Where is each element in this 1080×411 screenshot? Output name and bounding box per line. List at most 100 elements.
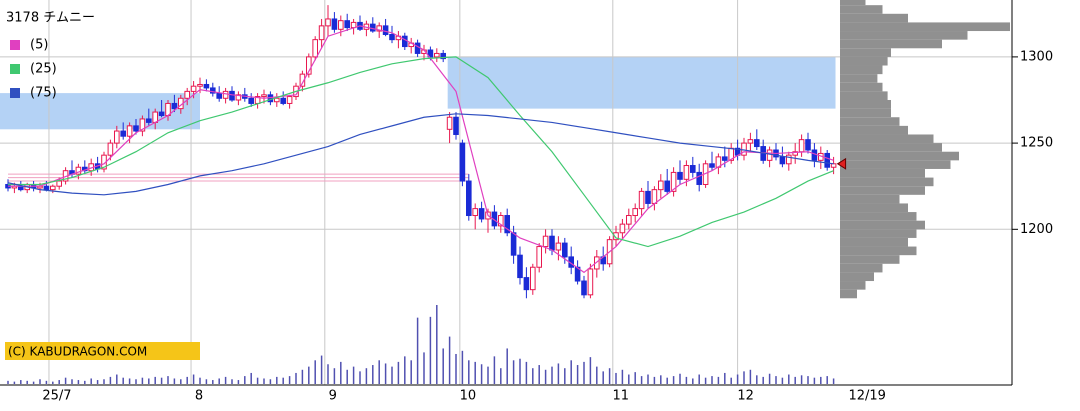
- profile-bar: [840, 65, 883, 75]
- profile-bar: [840, 82, 883, 92]
- profile-bar: [840, 31, 968, 40]
- y-tick-label: 1300: [1020, 49, 1053, 64]
- candle-body: [414, 42, 421, 54]
- profile-bar: [840, 0, 866, 6]
- candle-body: [587, 268, 594, 296]
- profile-bar: [840, 168, 925, 178]
- candle-body: [690, 165, 696, 173]
- profile-bar: [840, 177, 934, 187]
- candle-body: [549, 235, 555, 251]
- candle-body: [402, 35, 408, 48]
- profile-bar: [840, 272, 874, 282]
- candle-body: [670, 171, 677, 192]
- candle-body: [536, 246, 543, 268]
- candle-body: [126, 125, 133, 137]
- candle-body: [331, 18, 338, 30]
- candle-body: [766, 149, 773, 161]
- profile-bar: [840, 125, 908, 135]
- candle-body: [306, 56, 312, 75]
- profile-bar: [840, 117, 900, 126]
- x-tick-label: 12: [737, 389, 754, 404]
- candle-body: [248, 97, 254, 104]
- profile-bar: [840, 100, 891, 109]
- candle-body: [280, 97, 286, 104]
- candle-body: [677, 171, 683, 180]
- candle-body: [229, 90, 235, 101]
- candle-body: [222, 90, 229, 99]
- legend-label: (5): [30, 38, 48, 53]
- candle-body: [562, 242, 568, 258]
- profile-bar: [840, 289, 857, 299]
- candle-body: [370, 23, 376, 32]
- x-tick-label: 10: [460, 389, 477, 404]
- candle-body: [542, 235, 549, 248]
- y-tick-label: 1250: [1020, 136, 1053, 151]
- profile-bar: [840, 160, 951, 169]
- candle-body: [120, 130, 127, 137]
- profile-bar: [840, 194, 900, 204]
- profile-bar: [840, 186, 925, 195]
- candle-body: [114, 130, 120, 144]
- candle-body: [626, 215, 632, 225]
- profile-bar: [840, 5, 883, 14]
- candle-body: [555, 242, 562, 251]
- profile-bar: [840, 255, 900, 264]
- candle-body: [786, 154, 792, 165]
- candle-body: [434, 52, 440, 58]
- candle-body: [510, 232, 517, 256]
- watermark: (C) KABUDRAGON.COM: [8, 345, 147, 359]
- candle-body: [619, 223, 626, 234]
- candle-body: [581, 280, 587, 296]
- candle-body: [754, 139, 760, 148]
- candle-body: [43, 185, 50, 191]
- candle-body: [632, 208, 639, 217]
- candle-body: [382, 25, 389, 35]
- candle-body: [440, 52, 446, 60]
- watermark-bg: [5, 342, 200, 360]
- candle-body: [683, 165, 690, 180]
- candle-body: [498, 215, 504, 227]
- legend-label: (25): [30, 62, 57, 77]
- candle-body: [523, 277, 530, 291]
- profile-bar: [840, 39, 942, 49]
- candle-body: [344, 20, 350, 29]
- last-price-marker: [836, 157, 847, 170]
- candle-body: [133, 125, 139, 132]
- candle-body: [594, 256, 600, 270]
- candle-body: [811, 149, 818, 161]
- candle-body: [210, 87, 216, 94]
- candle-body: [798, 139, 805, 153]
- candle-body: [203, 83, 210, 89]
- profile-bar: [840, 220, 925, 230]
- candle-body: [792, 151, 799, 156]
- candle-body: [318, 25, 325, 41]
- candle-body: [453, 116, 459, 135]
- ma-line: [8, 56, 834, 248]
- candle-body: [299, 73, 306, 87]
- candle-body: [139, 118, 146, 132]
- x-tick-label: 8: [195, 389, 203, 404]
- candle-body: [779, 156, 786, 165]
- candle-body: [459, 142, 466, 182]
- profile-bar: [840, 246, 917, 256]
- y-tick-label: 1200: [1020, 222, 1053, 237]
- x-tick-label: 12/19: [848, 389, 885, 404]
- candle-body: [504, 215, 510, 234]
- candle-body: [658, 180, 664, 191]
- x-tick-label: 9: [329, 389, 337, 404]
- candle-body: [184, 90, 190, 99]
- profile-bar: [840, 22, 1010, 32]
- candle-body: [722, 156, 728, 161]
- legend-swatch: [10, 40, 20, 50]
- candle-body: [107, 142, 114, 156]
- profile-bar: [840, 263, 883, 273]
- candle-body: [152, 111, 158, 123]
- profile-bar: [840, 281, 866, 290]
- profile-bar: [840, 134, 934, 144]
- profile-bar: [840, 91, 888, 100]
- candle-body: [389, 33, 395, 41]
- candle-body: [747, 139, 754, 144]
- candle-body: [312, 39, 318, 58]
- candle-body: [376, 25, 382, 32]
